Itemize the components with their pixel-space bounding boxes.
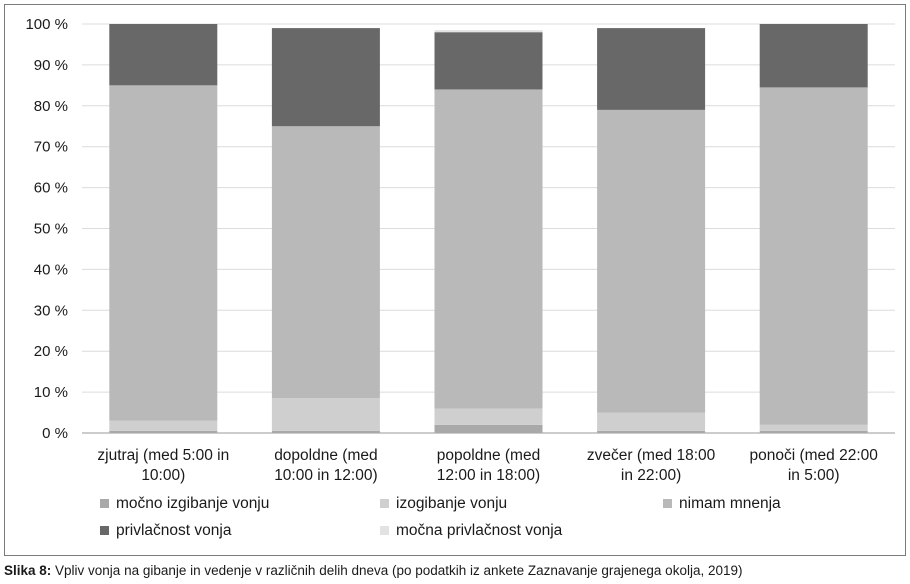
bar-segment xyxy=(271,28,380,127)
legend-label: močno izgibanje vonju xyxy=(116,495,269,512)
y-tick-label: 90 % xyxy=(34,57,68,74)
bar-segment xyxy=(109,85,218,421)
bar-segment xyxy=(597,430,706,433)
bar-segment xyxy=(434,89,543,409)
legend-swatch xyxy=(100,499,109,508)
bar-segment xyxy=(759,424,868,431)
bar-segment xyxy=(434,424,543,433)
bar-segment xyxy=(759,430,868,433)
bar-segment xyxy=(759,87,868,425)
x-tick-label: zvečer (med 18:00 in 22:00) xyxy=(587,447,716,484)
y-tick-label: 70 % xyxy=(34,139,68,156)
y-tick-label: 100 % xyxy=(25,16,68,33)
legend-label: privlačnost vonja xyxy=(116,522,232,539)
bar-segment xyxy=(271,398,380,431)
y-tick-label: 60 % xyxy=(34,180,68,197)
bar-segment xyxy=(271,126,380,399)
y-tick-label: 40 % xyxy=(34,261,68,278)
figure-caption: Slika 8: Vpliv vonja na gibanje in veden… xyxy=(4,563,742,578)
bar-segment xyxy=(109,420,218,431)
legend-label: nimam mnenja xyxy=(679,495,781,512)
x-tick-label: dopoldne (med 10:00 in 12:00) xyxy=(274,447,377,484)
bar-segment xyxy=(597,412,706,431)
x-tick-label: ponoči (med 22:00 in 5:00) xyxy=(750,447,879,484)
bar-segment xyxy=(434,30,543,33)
y-tick-label: 0 % xyxy=(42,425,68,442)
legend-swatch xyxy=(380,499,389,508)
y-tick-label: 50 % xyxy=(34,221,68,238)
legend-label: izogibanje vonju xyxy=(396,495,507,512)
stacked-bar-chart: 0 % 10 % 20 % 30 % 40 % 50 % 60 % 70 % 80 % 90 % 1… xyxy=(25,16,895,539)
y-tick-label: 80 % xyxy=(34,98,68,115)
y-tick-label: 10 % xyxy=(34,384,68,401)
bar-segment xyxy=(109,24,218,86)
x-tick-label: popoldne (med 12:00 in 18:00) xyxy=(437,447,540,484)
legend-label: močna privlačnost vonja xyxy=(396,522,563,539)
legend-swatch xyxy=(380,526,389,535)
caption-label: Slika 8: xyxy=(4,563,52,578)
bar-segment xyxy=(434,32,543,90)
bar-segment xyxy=(759,24,868,88)
y-tick-label: 30 % xyxy=(34,302,68,319)
legend-swatch xyxy=(100,526,109,535)
bar-segment xyxy=(434,408,543,425)
bar-segment xyxy=(597,109,706,413)
bar-segment xyxy=(597,28,706,110)
bar-segment xyxy=(271,430,380,433)
bar-segment xyxy=(109,430,218,433)
legend-swatch xyxy=(663,499,672,508)
x-tick-label: zjutraj (med 5:00 in 10:00) xyxy=(97,447,229,484)
caption-text: Vpliv vonja na gibanje in vedenje v razl… xyxy=(51,563,743,578)
y-tick-label: 20 % xyxy=(34,343,68,360)
